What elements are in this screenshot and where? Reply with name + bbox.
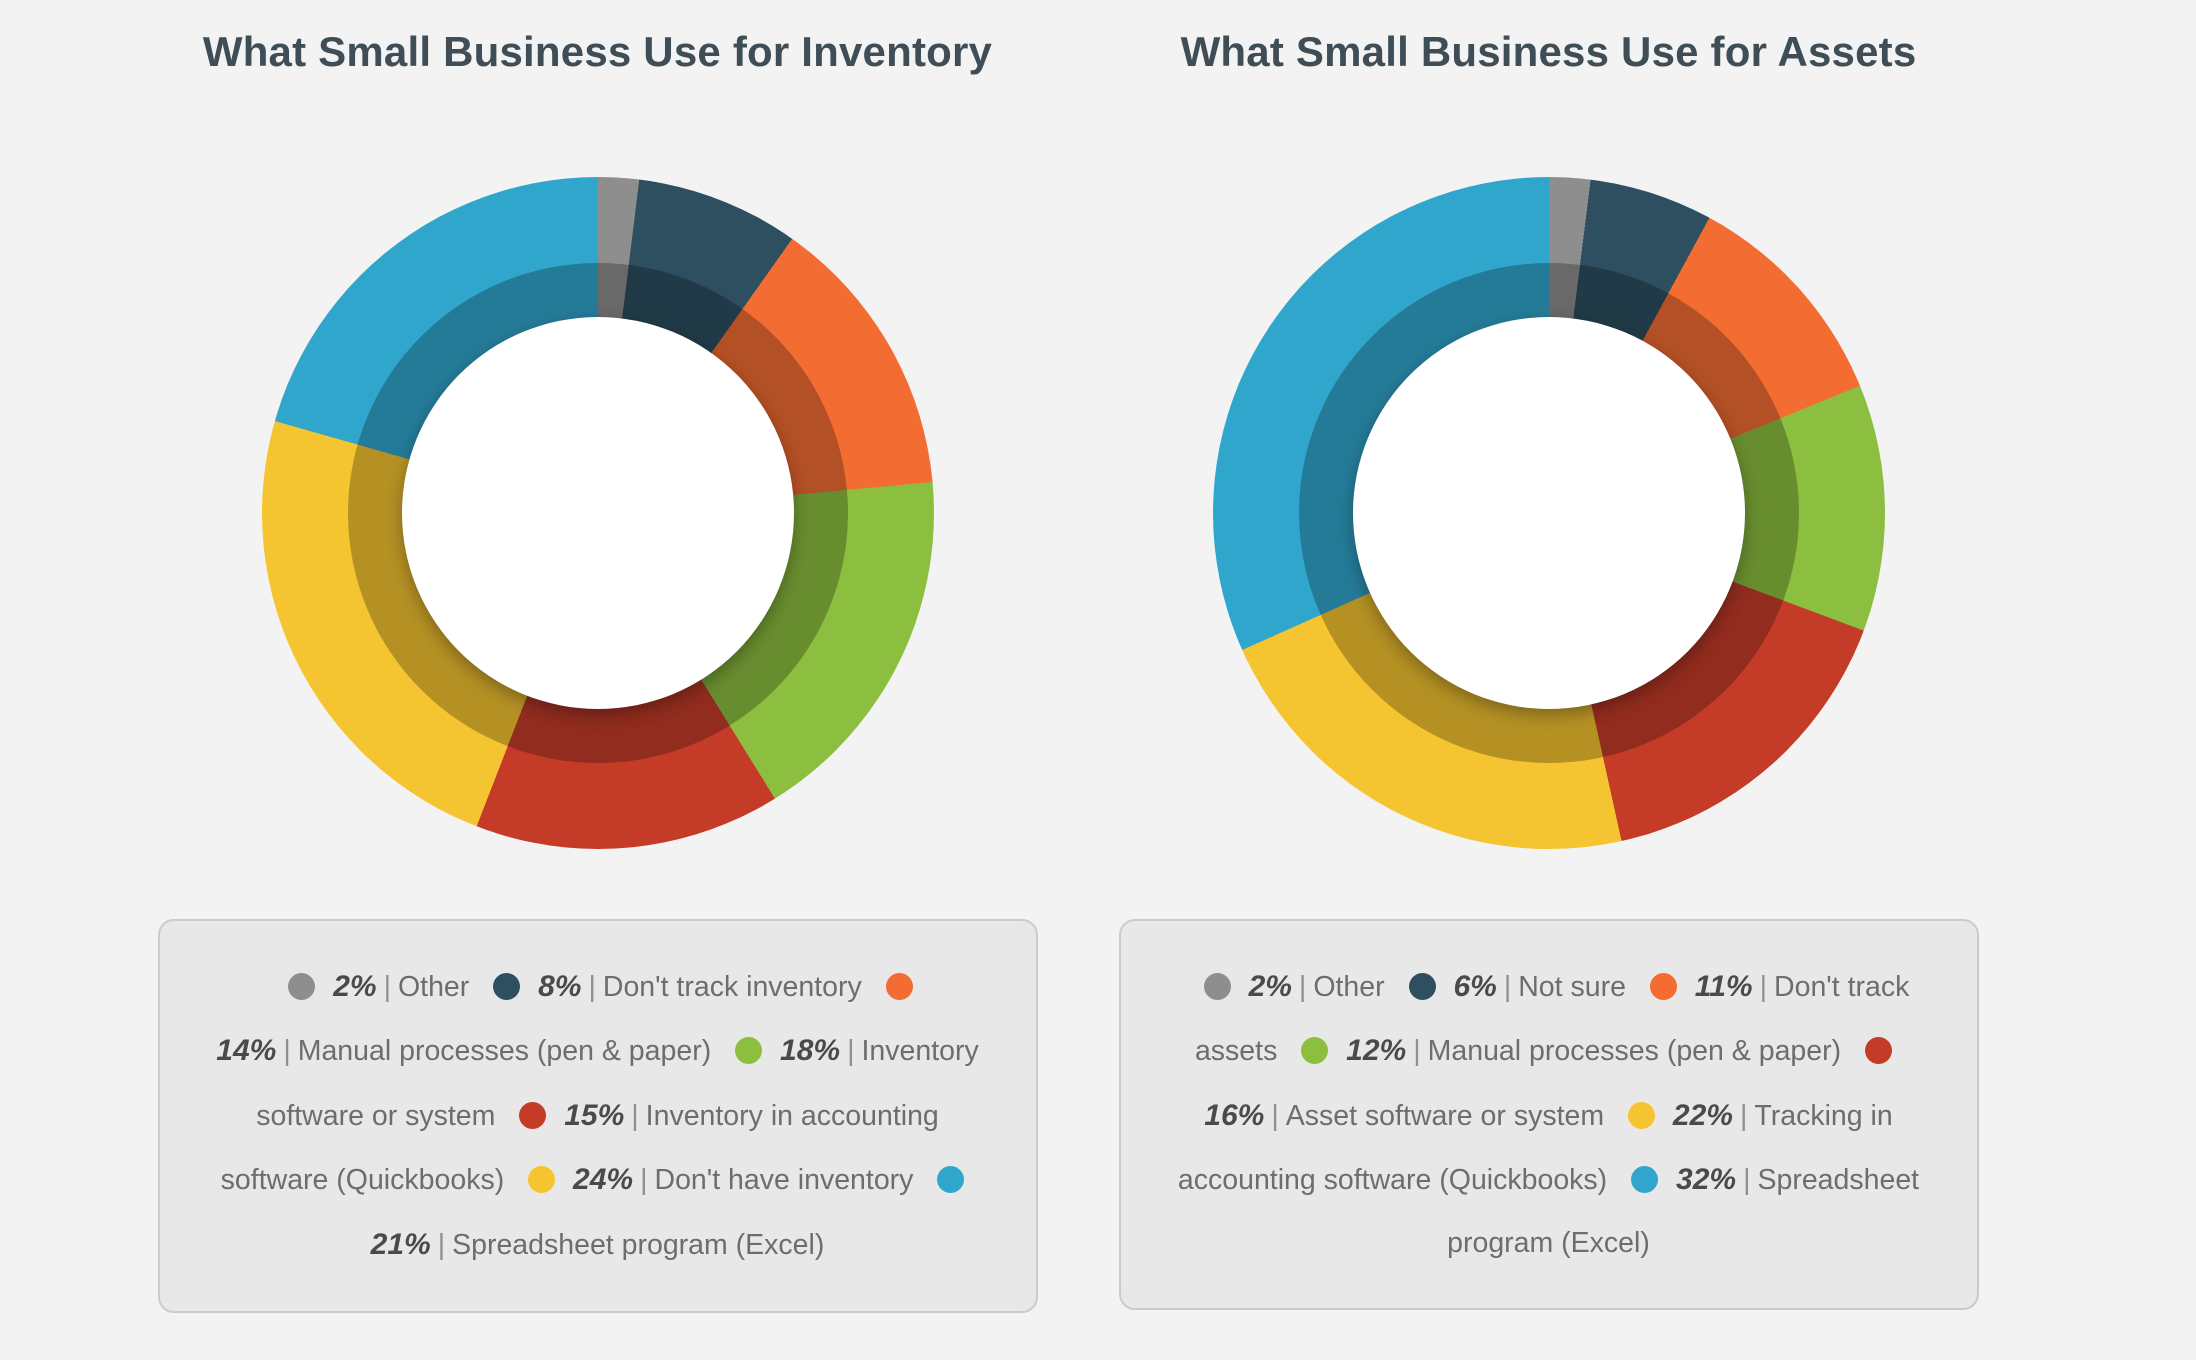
legend-percent: 8% [538,969,582,1003]
assets-legend-box: 2% | Other 6% | Not sure 11% | Don't track ass… [1118,918,1979,1310]
legend-label: Manual processes (pen & paper) [297,1035,712,1067]
legend-separator: | [1413,1035,1421,1067]
legend-item: 11% | Don't track assets [1194,969,1910,1068]
legend-item: 8% | Don't track inventory [477,969,862,1003]
legend-separator: | [283,1035,291,1067]
legend-label: Asset software or system [1285,1099,1605,1132]
legend-separator: | [1743,1164,1751,1196]
legend-percent: 22% [1672,1098,1733,1132]
legend-label: Don't track assets [1194,970,1910,1068]
legend-item: 12% | Manual processes (pen & paper) [1285,1034,1842,1067]
assets-chart-column: What Small Business Use for Assets 2% | Ot… [1101,26,1996,1313]
legend-label: Not sure [1518,970,1626,1003]
legend-percent: 14% [216,1034,277,1067]
assets-donut-hole [1352,316,1745,709]
inventory-legend-box: 2% | Other 8% | Don't track inventory 14% | Ma… [157,918,1038,1313]
legend-item: 2% | Other [272,969,470,1003]
legend-label: Manual processes (pen & paper) [1427,1035,1842,1067]
assets-chart-title: What Small Business Use for Assets [1180,28,1917,75]
legend-separator: | [640,1164,648,1196]
legend-separator: | [631,1099,639,1132]
legend-separator: | [1298,970,1307,1003]
legend-percent: 16% [1204,1098,1265,1132]
legend-percent: 18% [780,1034,841,1067]
legend-swatch-icon [288,972,316,1000]
legend-separator: | [847,1035,855,1067]
legend-item: 24% | Don't have inventory [512,1163,914,1196]
legend-swatch-icon [885,972,913,1000]
legend-label: Other [397,970,470,1003]
legend-separator: | [437,1228,446,1261]
legend-separator: | [383,970,391,1003]
inventory-chart-column: What Small Business Use for Inventory 2%… [150,26,1045,1313]
legend-label: Spreadsheet program (Excel) [1447,1164,1920,1259]
legend-percent: 21% [370,1227,431,1261]
legend-item: 21% | Spreadsheet program (Excel) [371,1164,975,1261]
legend-label: Spreadsheet program (Excel) [452,1228,825,1261]
legend-swatch-icon [1203,972,1231,1000]
legend-swatch-icon [1628,1101,1655,1129]
legend-separator: | [588,970,596,1003]
legend-swatch-icon [1865,1037,1893,1064]
legend-item: 6% | Not sure [1393,969,1626,1003]
legend-percent: 11% [1694,969,1753,1003]
legend-separator: | [1271,1099,1279,1132]
legend-label: Other [1313,970,1385,1003]
infographic-layout: What Small Business Use for Inventory 2%… [150,26,1996,1313]
legend-percent: 6% [1453,969,1497,1003]
legend-percent: 32% [1676,1163,1737,1196]
legend-item: 22% | Tracking in accounting software (Qui… [1177,1098,1893,1197]
legend-swatch-icon [1649,972,1677,1000]
legend-label: Don't have inventory [654,1164,914,1196]
legend-item: 15% | Inventory in accounting software (Qu… [220,1098,939,1197]
legend-label: Inventory software or system [256,1035,979,1132]
legend-swatch-icon [1631,1166,1659,1193]
legend-swatch-icon [493,972,521,1000]
legend-separator: | [1739,1099,1748,1132]
legend-separator: | [1759,970,1768,1003]
legend-swatch-icon [519,1101,547,1129]
inventory-chart-title: What Small Business Use for Inventory [202,28,993,75]
legend-swatch-icon [937,1166,965,1193]
legend-percent: 24% [573,1163,634,1196]
legend-swatch-icon [1301,1037,1329,1064]
legend-percent: 12% [1346,1034,1407,1067]
legend-swatch-icon [528,1166,556,1193]
legend-percent: 2% [1248,969,1292,1003]
inventory-donut-hole [401,316,794,709]
legend-label: Tracking in accounting software (Quickbo… [1177,1099,1893,1197]
legend-separator: | [1503,970,1512,1003]
legend-swatch-icon [735,1037,763,1064]
legend-item: 18% | Inventory software or system [256,1034,979,1132]
legend-label: Don't track inventory [602,970,862,1003]
legend-item: 14% | Manual processes (pen & paper) [216,971,922,1067]
inventory-donut-chart [261,176,934,849]
legend-percent: 15% [564,1098,625,1132]
legend-label: Inventory in accounting software (Quickb… [220,1099,939,1197]
legend-percent: 2% [333,969,377,1003]
legend-item: 2% | Other [1188,969,1385,1003]
legend-swatch-icon [1408,972,1436,1000]
legend-item: 16% | Asset software or system [1204,1035,1902,1132]
assets-donut-chart [1212,176,1885,849]
legend-item: 32% | Spreadsheet program (Excel) [1447,1163,1920,1259]
